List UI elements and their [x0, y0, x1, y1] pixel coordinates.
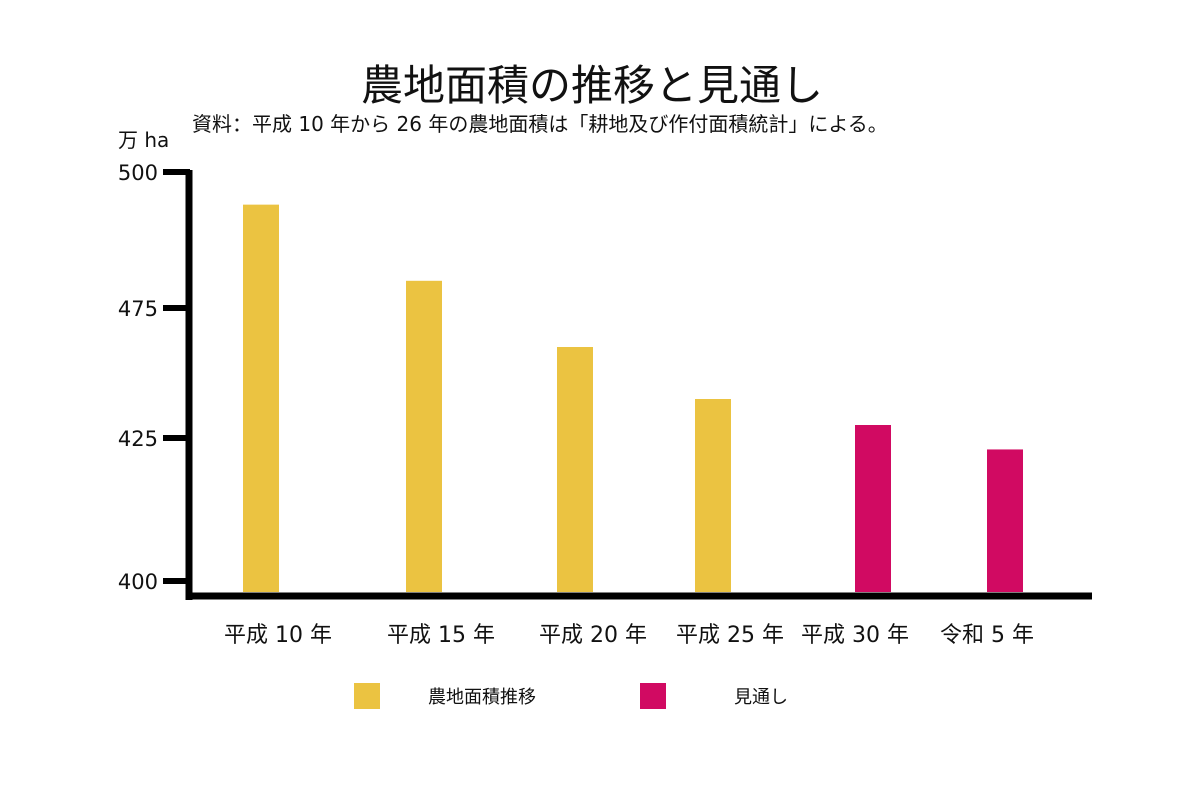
x-tick-label: 平成 25 年	[676, 623, 784, 648]
chart-subtitle: 資料：平成 10 年から 26 年の農地面積は「耕地及び作付面積統計」による。	[192, 112, 888, 136]
legend-item-projection: 見通し	[640, 683, 788, 709]
x-tick-label: 平成 30 年	[801, 623, 909, 648]
y-tick-label: 400	[118, 570, 158, 594]
y-tick-label: 500	[118, 161, 158, 185]
legend-swatch	[640, 683, 666, 709]
x-tick-label: 平成 10 年	[224, 623, 332, 648]
x-tick-label: 平成 15 年	[387, 623, 495, 648]
bar	[855, 425, 891, 592]
legend-swatch	[354, 683, 380, 709]
y-tick-label: 425	[118, 427, 158, 451]
bar	[987, 449, 1023, 592]
legend-label: 農地面積推移	[428, 687, 536, 708]
x-tick-label: 令和 5 年	[940, 623, 1034, 648]
legend-label: 見通し	[734, 687, 788, 708]
bar	[406, 280, 442, 592]
y-axis-unit: 万 ha	[118, 128, 170, 152]
bar	[557, 347, 593, 592]
y-tick-label: 475	[118, 297, 158, 321]
legend-item-farmland: 農地面積推移	[354, 683, 536, 709]
chart-title: 農地面積の推移と見通し	[360, 61, 823, 110]
bar	[243, 204, 279, 592]
bar	[695, 399, 731, 592]
x-tick-label: 平成 20 年	[539, 623, 647, 648]
